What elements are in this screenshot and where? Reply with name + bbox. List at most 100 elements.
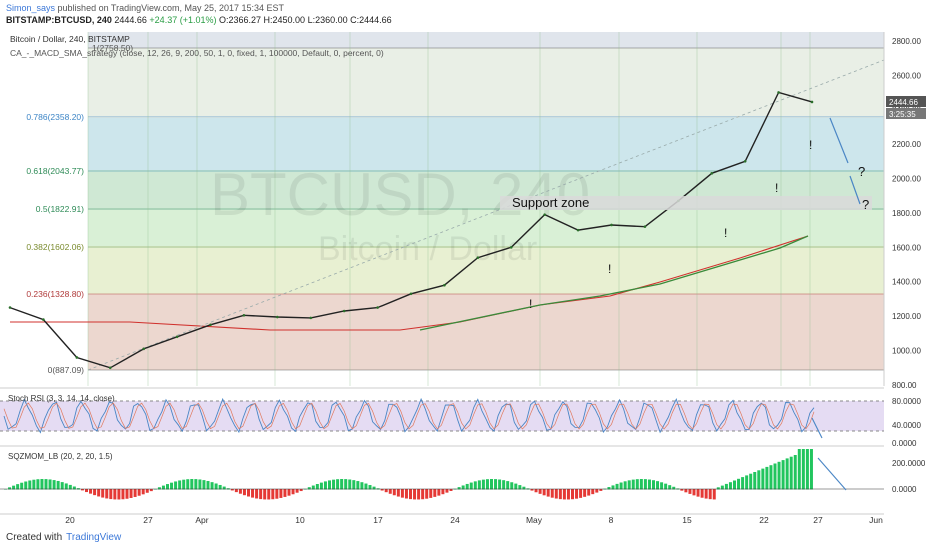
sqz-bar <box>728 482 732 490</box>
fib-label: 0.786(2358.20) <box>26 112 84 122</box>
sqz-bar <box>421 489 425 500</box>
sqz-bar <box>141 489 145 495</box>
price-point <box>509 246 513 249</box>
sqz-bar <box>80 489 84 491</box>
sqz-bar <box>445 489 449 493</box>
price-point <box>242 313 246 317</box>
price-point <box>643 225 647 228</box>
sqz-bar <box>449 489 453 491</box>
sqz-bar <box>174 481 178 490</box>
sqz-bar <box>639 479 643 490</box>
sqz-bar <box>319 482 323 490</box>
sqz-bar <box>562 489 566 500</box>
sqz-bar <box>137 489 141 496</box>
sqz-bar <box>554 489 558 499</box>
support-zone-label: Support zone <box>512 195 589 210</box>
sqz-bar <box>400 489 404 498</box>
sqz-bar <box>692 489 696 496</box>
price-tick: 800.00 <box>892 381 917 390</box>
sqz-bar <box>72 486 76 490</box>
sqz-bar <box>68 484 72 490</box>
change-value: +24.37 (+1.01%) <box>149 15 217 25</box>
time-tick: 10 <box>295 515 305 525</box>
price-point <box>409 292 413 296</box>
chart-title: Bitcoin / Dollar, 240, BITSTAMP <box>10 34 130 44</box>
sqz-bar <box>619 482 623 490</box>
symbol-label: BITSTAMP:BTCUSD, 240 <box>6 15 112 25</box>
tradingview-logo[interactable]: TradingView <box>66 532 122 543</box>
sqz-tick: 0.0000 <box>892 485 917 494</box>
price-point <box>342 309 346 313</box>
sqz-bar <box>631 479 635 490</box>
sqz-bar <box>97 489 101 497</box>
time-tick: 8 <box>609 515 614 525</box>
price-points <box>8 91 814 370</box>
fib-label: 0(887.09) <box>48 365 85 375</box>
sqz-bar <box>599 489 603 491</box>
price-point <box>175 335 179 339</box>
sqz-bar <box>473 481 477 490</box>
stoch-tick: 40.0000 <box>892 421 921 430</box>
sqz-bar <box>186 479 190 490</box>
sqz-bar <box>733 480 736 490</box>
author-name[interactable]: Simon_says <box>6 3 56 13</box>
sqz-bar <box>210 482 214 490</box>
sqz-bar <box>409 489 412 500</box>
sqz-bar <box>283 489 287 497</box>
sqz-bar <box>805 449 809 490</box>
footer-created: Created with <box>6 532 63 543</box>
sqz-bar <box>93 489 97 496</box>
sqz-bar <box>498 479 502 490</box>
sqz-bar <box>647 479 651 490</box>
sqz-arrow <box>817 457 847 491</box>
price-tick: 1800.00 <box>892 209 921 218</box>
exclamation-3: ! <box>724 226 727 240</box>
price-tick: 1600.00 <box>892 243 921 252</box>
sqz-bar <box>352 480 356 490</box>
sqz-bar <box>396 489 400 497</box>
sqz-bar <box>469 482 473 490</box>
quote-line: BITSTAMP:BTCUSD, 240 2444.66 +24.37 (+1.… <box>6 15 392 25</box>
sqz-bar <box>206 481 210 490</box>
stoch-label: Stoch RSI (3, 3, 14, 14, close) <box>8 394 115 403</box>
sqz-bar <box>368 485 372 490</box>
sqz-bar <box>392 489 396 496</box>
price-point <box>108 366 112 370</box>
sqz-bar <box>465 483 469 490</box>
fib-label: 0.236(1328.80) <box>26 289 84 299</box>
fib-label: 0.5(1822.91) <box>36 204 84 214</box>
sqz-bar <box>417 489 421 500</box>
sqz-bar <box>315 483 319 490</box>
watermark-symbol: BTCUSD, 240 <box>210 161 590 228</box>
sqz-bar <box>534 489 538 493</box>
stoch-tick: 0.0000 <box>892 439 917 448</box>
sqz-bar <box>749 473 753 490</box>
sqz-bar <box>56 480 60 490</box>
strategy-label: CA_-_MACD_SMA_strategy (close, 12, 26, 9… <box>10 48 384 58</box>
sqz-bar <box>166 484 169 490</box>
sqz-bar <box>696 489 700 497</box>
sqz-bar <box>157 487 161 490</box>
sqz-bar <box>680 489 684 491</box>
price-point <box>443 283 446 287</box>
sqz-bar <box>745 475 749 490</box>
price-tick: 2600.00 <box>892 71 921 80</box>
sqz-bar <box>514 483 518 490</box>
sqz-bar <box>218 484 222 490</box>
sqz-bar <box>546 489 550 497</box>
sqz-bar <box>242 489 246 496</box>
sqz-bar <box>214 483 218 490</box>
time-tick: 24 <box>450 515 460 525</box>
sqz-bar <box>60 482 64 490</box>
price-point <box>543 213 546 216</box>
sqz-bar <box>89 489 93 494</box>
sqz-bar <box>672 486 676 490</box>
sqz-bar <box>797 449 801 490</box>
badge-time: 3:25:35 <box>889 110 916 119</box>
sqz-bar <box>149 489 153 492</box>
sqz-bar <box>388 489 392 494</box>
sqz-bar <box>182 479 186 490</box>
sqz-bar <box>299 489 303 492</box>
sqz-bar <box>311 485 315 490</box>
